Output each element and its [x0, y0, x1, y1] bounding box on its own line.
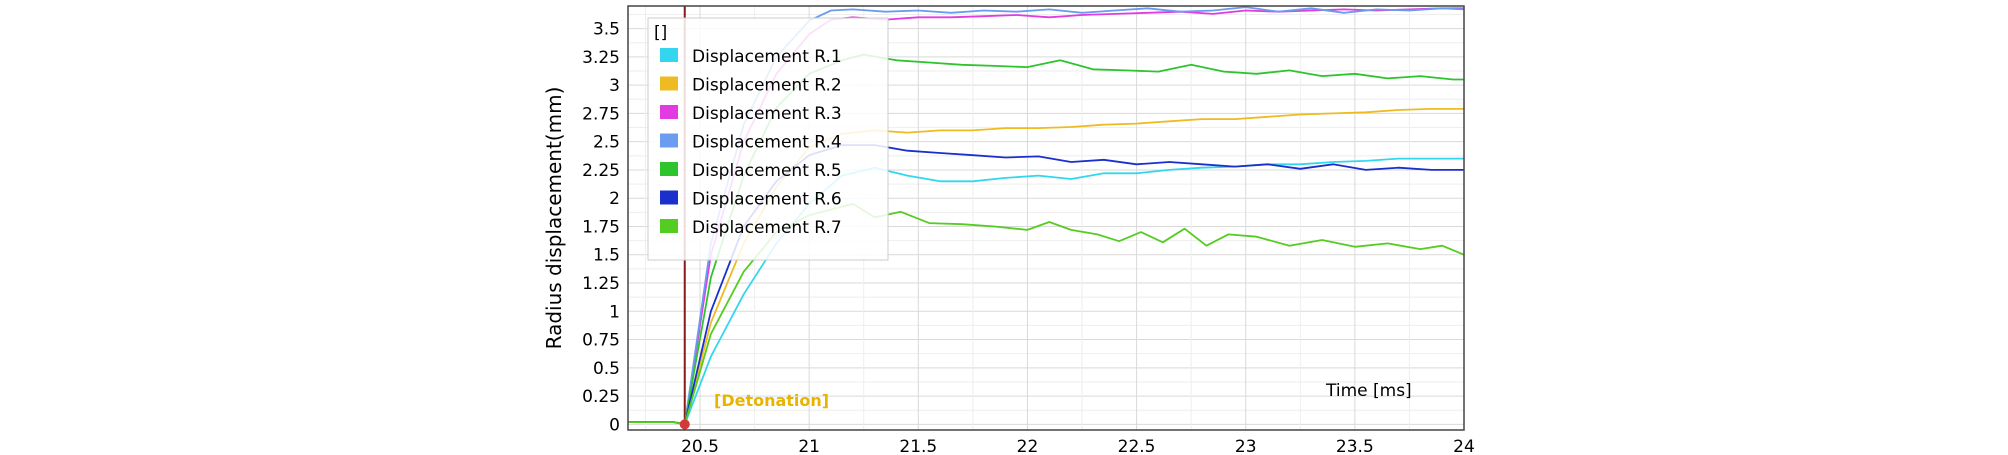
x-tick-label: 22	[1017, 437, 1039, 455]
y-tick-label: 2	[609, 189, 620, 209]
detonation-point	[679, 419, 690, 430]
y-tick-label: 0.5	[593, 359, 620, 379]
y-tick-label: 1.5	[593, 246, 620, 266]
y-tick-label: 3.25	[582, 48, 620, 68]
y-tick-label: 1	[609, 302, 620, 322]
legend-label-r7: Displacement R.7	[692, 218, 842, 238]
plot-border	[627, 5, 1465, 431]
legend-title: []	[654, 23, 667, 43]
y-tick-label: 3.5	[593, 20, 620, 40]
y-tick-label: 2.5	[593, 133, 620, 153]
x-tick-label: 22.5	[1118, 437, 1156, 455]
legend-label-r6: Displacement R.6	[692, 190, 842, 210]
y-tick-labels: 0 0.25 0.5 0.75 1 1.25 1.5 1.75 2 2.25 2.5 2.75 3 3.2…	[582, 20, 620, 436]
x-tick-label: 23.5	[1336, 437, 1374, 455]
legend-label-r3: Displacement R.3	[692, 104, 842, 124]
legend-swatch-r4	[660, 133, 678, 148]
y-tick-label: 1.75	[582, 217, 620, 237]
detonation-annotation: [Detonation]	[714, 391, 829, 410]
y-tick-label: 0.75	[582, 331, 620, 351]
legend-label-r4: Displacement R.4	[692, 133, 842, 153]
legend-swatch-r3	[660, 105, 678, 119]
legend-swatch-r1	[660, 48, 678, 62]
legend-box	[647, 17, 889, 261]
y-axis-label: Radius displacement(mm)	[542, 87, 566, 350]
x-tick-label: 24	[1453, 437, 1475, 455]
x-tick-label: 21.5	[899, 437, 937, 455]
y-tick-label: 1.25	[582, 274, 620, 294]
y-tick-label: 0.25	[582, 387, 620, 407]
x-tick-label: 23	[1235, 437, 1257, 455]
legend-swatch-r5	[660, 162, 678, 176]
legend-label-r5: Displacement R.5	[692, 161, 842, 181]
legend-swatch-r7	[660, 219, 678, 233]
legend-swatch-r2	[660, 76, 678, 91]
y-tick-label: 3	[609, 76, 620, 96]
y-tick-label: 2.75	[582, 104, 620, 124]
y-tick-label: 0	[609, 415, 620, 435]
legend: [] Displacement R.1 Displacement R.2 Displ…	[647, 17, 889, 261]
legend-label-r2: Displacement R.2	[692, 76, 842, 96]
series-line-r1	[628, 157, 1464, 426]
y-tick-label: 2.25	[582, 161, 620, 181]
x-tick-label: 21	[798, 437, 820, 455]
x-tick-label: 20.5	[681, 437, 719, 455]
legend-swatch-r6	[660, 190, 678, 205]
x-axis-label: Time [ms]	[1325, 381, 1412, 401]
x-tick-labels: 20.5 21 21.5 22 22.5 23 23.5 24	[681, 437, 1475, 455]
legend-label-r1: Displacement R.1	[692, 47, 842, 67]
